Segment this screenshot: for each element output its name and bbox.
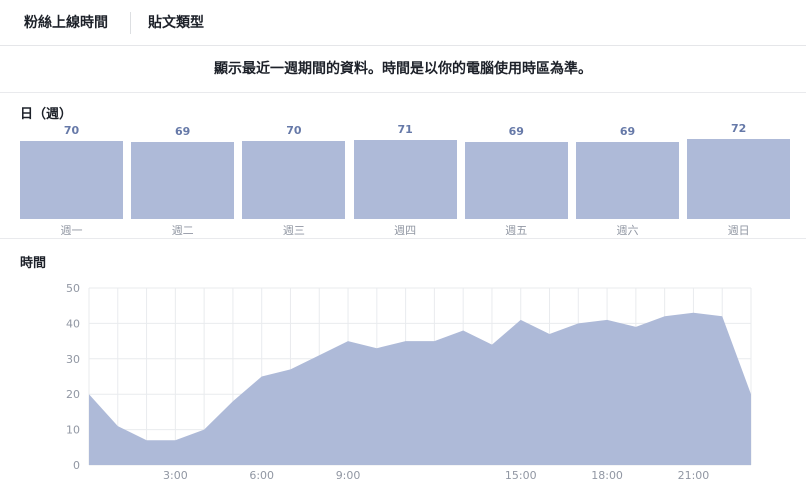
hourly-area-chart: 0 10 20 30 40 50 3:00 6:00 9:00 15:00 18:00 21:00: [66, 282, 753, 480]
data-point: [461, 329, 465, 333]
data-point: [260, 375, 264, 379]
day-bar[interactable]: [464, 142, 568, 219]
y-tick-label: 30: [66, 353, 80, 366]
data-point: [289, 367, 293, 371]
day-value-label: 69: [508, 125, 524, 139]
day-name-label: 週五: [505, 224, 528, 237]
y-tick-label: 40: [66, 317, 80, 330]
x-tick-label: 15:00: [505, 469, 537, 480]
timezone-notice: 顯示最近一週期間的資料。時間是以你的電腦使用時區為準。: [214, 61, 592, 77]
day-name-label: 週三: [282, 224, 305, 237]
day-value-label: 71: [397, 123, 413, 137]
day-name-label: 週二: [171, 224, 194, 237]
day-bar[interactable]: [20, 141, 123, 219]
data-point: [548, 332, 552, 336]
y-tick-label: 0: [73, 459, 80, 472]
data-point: [202, 428, 206, 432]
y-tick-label: 50: [66, 282, 80, 295]
day-bar[interactable]: [353, 140, 457, 219]
day-value-label: 69: [175, 125, 191, 139]
data-point: [490, 343, 494, 347]
hour-section-title: 時間: [20, 256, 47, 271]
data-point: [375, 346, 379, 350]
tab-fans-online[interactable]: 粉絲上線時間: [24, 15, 108, 31]
data-point: [519, 318, 523, 322]
tab-divider: [130, 12, 131, 34]
x-tick-label: 18:00: [591, 469, 623, 480]
data-point: [231, 399, 235, 403]
y-tick-label: 20: [66, 388, 80, 401]
x-tick-label: 6:00: [249, 469, 274, 480]
data-point: [691, 311, 695, 315]
x-tick-label: 21:00: [678, 469, 710, 480]
data-point: [605, 318, 609, 322]
day-bar[interactable]: [576, 142, 679, 219]
day-bar[interactable]: [131, 142, 235, 219]
y-tick-label: 10: [66, 424, 80, 437]
day-name-label: 週一: [60, 224, 83, 237]
section-divider: [0, 92, 806, 93]
day-value-label: 72: [731, 122, 747, 135]
day-name-label: 週六: [616, 224, 639, 237]
day-name-label: 週日: [727, 224, 750, 237]
x-tick-label: 9:00: [336, 469, 361, 480]
day-name-label: 週四: [394, 224, 417, 237]
x-tick-label: 3:00: [163, 469, 188, 480]
day-value-label: 70: [63, 124, 80, 138]
day-value-label: 69: [619, 125, 636, 139]
day-section-title: 日（週）: [20, 107, 73, 122]
data-point: [317, 353, 321, 357]
tab-post-types[interactable]: 貼文類型: [148, 15, 204, 31]
data-point: [663, 314, 667, 318]
tab-bar: 粉絲上線時間 貼文類型: [0, 0, 806, 46]
day-bar[interactable]: [242, 141, 346, 219]
data-point: [576, 321, 580, 325]
day-value-label: 70: [286, 124, 302, 138]
data-point: [346, 339, 350, 343]
data-point: [116, 424, 120, 428]
data-point: [87, 392, 91, 396]
data-point: [749, 392, 753, 396]
area-series: [89, 312, 751, 465]
data-point: [432, 339, 436, 343]
data-point: [634, 325, 638, 329]
data-point: [720, 314, 724, 318]
data-point: [173, 438, 177, 442]
data-point: [404, 339, 408, 343]
section-divider: [0, 238, 806, 239]
data-point: [145, 438, 149, 442]
day-bar[interactable]: [687, 139, 791, 219]
